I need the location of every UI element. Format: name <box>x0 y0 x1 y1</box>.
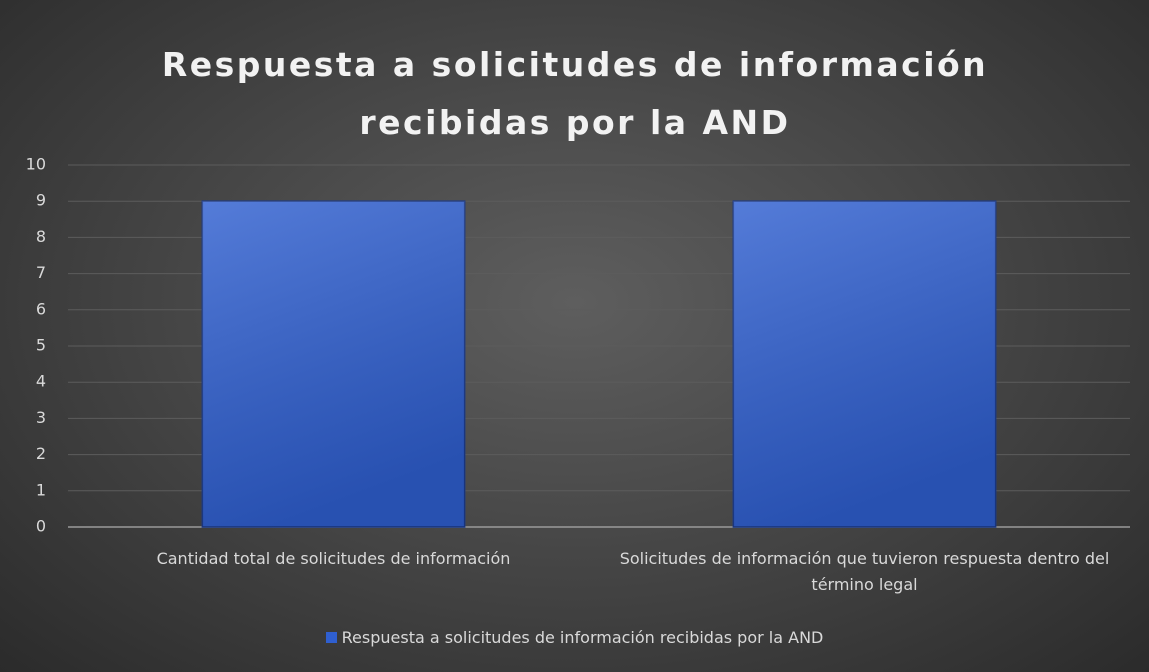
chart-title: Respuesta a solicitudes de información r… <box>161 45 989 142</box>
y-tick-label: 1 <box>36 480 46 499</box>
y-tick-label: 6 <box>36 299 46 318</box>
y-tick-label: 0 <box>36 517 46 536</box>
bar-shade <box>202 201 465 527</box>
y-tick-label: 7 <box>36 263 46 282</box>
y-tick-label: 9 <box>36 191 46 210</box>
y-tick-label: 4 <box>36 372 46 391</box>
y-tick-label: 3 <box>36 408 46 427</box>
legend-swatch <box>325 632 337 643</box>
legend: Respuesta a solicitudes de información r… <box>0 628 1149 647</box>
y-tick-label: 10 <box>26 155 46 174</box>
y-tick-label: 8 <box>36 227 46 246</box>
y-tick-label: 2 <box>36 444 46 463</box>
legend-label: Respuesta a solicitudes de información r… <box>341 628 824 647</box>
x-tick-label: Solicitudes de información que tuvieron … <box>619 549 1110 594</box>
x-tick-label: Cantidad total de solicitudes de informa… <box>156 549 511 568</box>
bar-shade <box>733 201 996 527</box>
y-tick-label: 5 <box>36 336 46 355</box>
